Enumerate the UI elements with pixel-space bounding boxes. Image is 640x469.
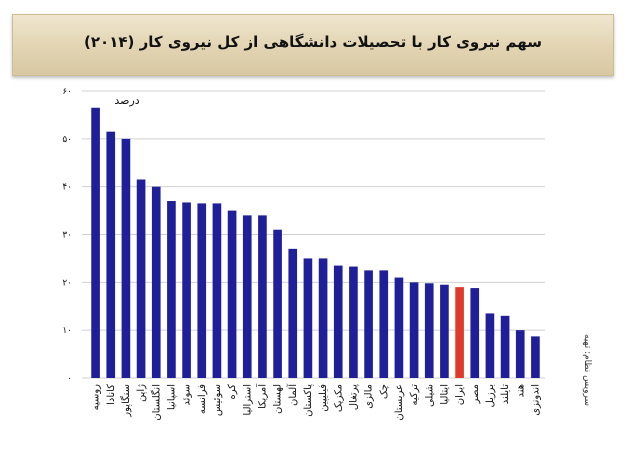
category-label: سوئد [182, 384, 193, 406]
category-label: ژاپن [136, 384, 147, 402]
bar [182, 202, 191, 378]
category-label: کانادا [106, 384, 117, 405]
category-label: سنگاپور [120, 384, 132, 418]
category-label: ایران [455, 384, 466, 405]
category-label: کره [227, 384, 238, 400]
category-label: آمریکا [255, 383, 268, 409]
bar [242, 215, 252, 378]
category-label: برزیل [485, 384, 496, 408]
category-label: لهستان [273, 384, 284, 414]
bar [151, 186, 161, 378]
bar [303, 258, 313, 378]
y-tick-label: ۱۰ [62, 326, 72, 336]
bar [91, 107, 100, 378]
category-label: پرتغال [348, 384, 359, 410]
y-tick-label: ۳۰ [62, 231, 72, 241]
category-label: اندونزی [530, 384, 541, 416]
bar [349, 266, 358, 378]
bar [106, 131, 116, 378]
bar [470, 288, 480, 378]
bar [121, 138, 131, 378]
bar [455, 287, 464, 378]
category-label: تایلند [500, 384, 511, 404]
bar [167, 201, 176, 378]
y-tick-label: ۴۰ [62, 183, 72, 193]
category-label: چک [379, 384, 390, 399]
category-label: سوئیس [212, 384, 223, 416]
category-label: عربستان [394, 384, 405, 421]
category-label: مالزی [364, 384, 375, 409]
bar [333, 265, 343, 378]
category-labels: روسیه کانادا سنگاپور ژاپن انگلستان اسپانیا سوئ… [91, 383, 542, 421]
y-tick-label: ۰ [67, 374, 72, 384]
category-label: روسیه [91, 384, 102, 411]
category-label: آلمان [286, 383, 299, 406]
bar [485, 313, 495, 378]
bar [409, 282, 419, 378]
bar [531, 336, 540, 378]
bar [394, 277, 404, 378]
category-label: فرانسه [197, 384, 208, 414]
category-label: استرالیا [242, 384, 253, 416]
category-label: مصر [470, 384, 481, 405]
bar [288, 248, 298, 378]
y-tick-label: ۶۰ [62, 87, 72, 97]
bar [212, 203, 222, 378]
category-label: اسپانیا [166, 384, 177, 410]
category-label: انگلستان [150, 384, 162, 421]
bar [318, 258, 328, 378]
bar [258, 215, 267, 378]
category-label: پاکستان [303, 384, 314, 417]
bar [424, 283, 434, 378]
y-tick-label: ۵۰ [62, 135, 72, 145]
y-axis-unit-label: درصد [114, 94, 139, 107]
category-label: ترکیه [409, 384, 420, 406]
category-label: فیلیپین [318, 384, 329, 412]
category-label: شیلی [424, 384, 435, 407]
bar [440, 284, 449, 378]
bars [91, 107, 540, 378]
title-banner: سهم نیروی کار با تحصیلات دانشگاهی از کل … [12, 14, 614, 76]
bar [515, 330, 525, 378]
category-label: هند [515, 384, 526, 398]
bar [500, 315, 510, 378]
bar [136, 179, 146, 378]
source-note: سرویس نظام: تهیه [582, 334, 592, 406]
bar [379, 270, 389, 378]
bar [197, 203, 207, 378]
bar [227, 210, 237, 378]
y-axis-ticks: ۰ ۱۰ ۲۰ ۳۰ ۴۰ ۵۰ ۶۰ [62, 87, 72, 384]
bar [273, 229, 282, 378]
category-label: مکزیک [333, 384, 344, 412]
bar [364, 270, 373, 378]
y-tick-label: ۲۰ [62, 278, 72, 288]
category-label: ایتالیا [439, 384, 450, 405]
chart-title: سهم نیروی کار با تحصیلات دانشگاهی از کل … [84, 33, 542, 51]
